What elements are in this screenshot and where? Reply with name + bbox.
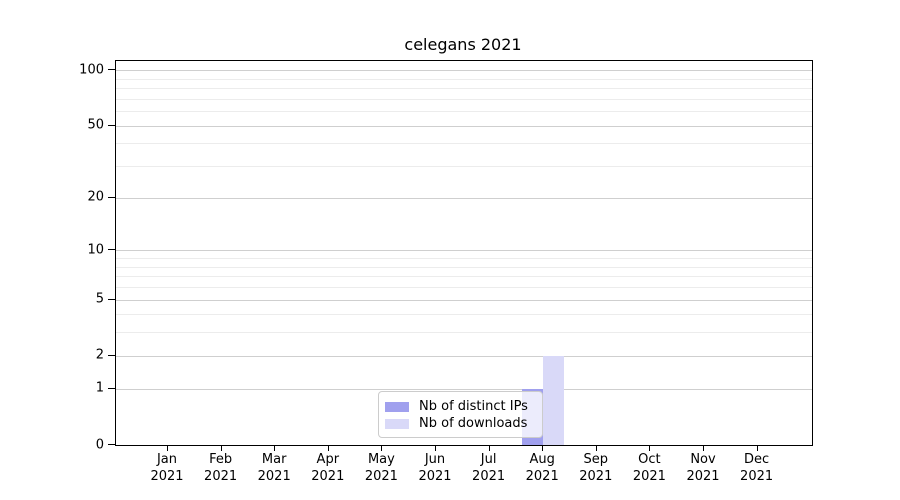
x-axis-tick-apr (327, 445, 329, 451)
x-tick-label-jan: Jan 2021 (150, 452, 184, 484)
x-axis-tick-oct (649, 445, 651, 451)
plot-area (115, 60, 813, 446)
gridline-minor-9 (116, 258, 812, 259)
gridline-minor-30 (116, 166, 812, 168)
y-axis-tick-2 (108, 354, 115, 356)
x-axis-tick-sep (595, 445, 597, 451)
gridline-major-10 (116, 250, 812, 252)
x-tick-label-jul: Jul 2021 (472, 452, 506, 484)
y-tick-label-2: 2 (95, 347, 104, 363)
y-axis-tick-0 (108, 444, 115, 445)
gridline-minor-80 (116, 88, 812, 89)
legend-swatch-distinct-ips-icon (385, 401, 409, 412)
gridline-minor-40 (116, 143, 812, 145)
gridline-minor-60 (116, 111, 812, 113)
gridline-minor-3 (116, 332, 812, 334)
x-tick-label-sep: Sep 2021 (579, 452, 613, 484)
y-tick-label-50: 50 (87, 117, 104, 133)
gridline-major-100 (116, 70, 812, 72)
gridline-major-5 (116, 299, 812, 301)
x-tick-label-may: May 2021 (364, 452, 398, 484)
x-axis-tick-jan (167, 445, 168, 451)
x-axis-tick-may (381, 445, 383, 451)
y-axis-tick-100 (108, 69, 115, 71)
gridline-major-50 (116, 125, 812, 127)
gridline-minor-70 (116, 98, 812, 100)
x-axis-tick-nov (703, 445, 704, 451)
x-tick-label-dec: Dec 2021 (740, 452, 774, 484)
x-tick-label-jun: Jun 2021 (418, 452, 452, 484)
gridline-minor-6 (116, 286, 812, 288)
y-tick-label-10: 10 (87, 242, 104, 258)
gridline-major-1 (116, 388, 812, 390)
legend: Nb of distinct IPs Nb of downloads (378, 391, 543, 438)
legend-label-distinct-ips: Nb of distinct IPs (419, 399, 528, 414)
x-tick-label-apr: Apr 2021 (311, 452, 345, 484)
x-axis-tick-feb (220, 445, 222, 451)
y-axis-tick-50 (108, 124, 115, 126)
y-tick-label-0: 0 (95, 437, 104, 452)
x-axis-tick-jul (488, 445, 490, 451)
y-tick-label-5: 5 (95, 291, 104, 307)
legend-swatch-downloads-icon (385, 418, 409, 429)
gridline-major-20 (116, 197, 812, 199)
x-tick-label-aug: Aug 2021 (525, 452, 559, 484)
y-axis-tick-5 (108, 298, 115, 300)
x-axis-tick-jun (435, 445, 436, 451)
x-tick-label-oct: Oct 2021 (632, 452, 666, 484)
legend-item-distinct-ips: Nb of distinct IPs (385, 399, 534, 414)
x-axis-tick-dec (756, 445, 758, 451)
gridline-major-2 (116, 355, 812, 357)
x-axis-tick-mar (274, 445, 276, 451)
gridline-minor-8 (116, 266, 812, 268)
x-tick-label-nov: Nov 2021 (686, 452, 720, 484)
bar-downloads-aug (543, 355, 565, 445)
x-tick-label-mar: Mar 2021 (257, 452, 291, 484)
y-axis-tick-10 (108, 249, 115, 251)
y-axis-tick-20 (108, 196, 115, 198)
legend-item-downloads: Nb of downloads (385, 416, 534, 431)
y-tick-label-20: 20 (87, 189, 104, 205)
y-tick-label-1: 1 (95, 380, 104, 396)
x-axis-tick-aug (542, 445, 544, 451)
y-tick-label-100: 100 (79, 62, 104, 78)
gridline-minor-7 (116, 276, 812, 278)
y-axis-tick-1 (108, 387, 115, 389)
chart-title: celegans 2021 (404, 35, 522, 54)
legend-label-downloads: Nb of downloads (419, 416, 528, 431)
gridline-minor-4 (116, 314, 812, 316)
gridline-minor-90 (116, 78, 812, 80)
x-tick-label-feb: Feb 2021 (204, 452, 238, 484)
